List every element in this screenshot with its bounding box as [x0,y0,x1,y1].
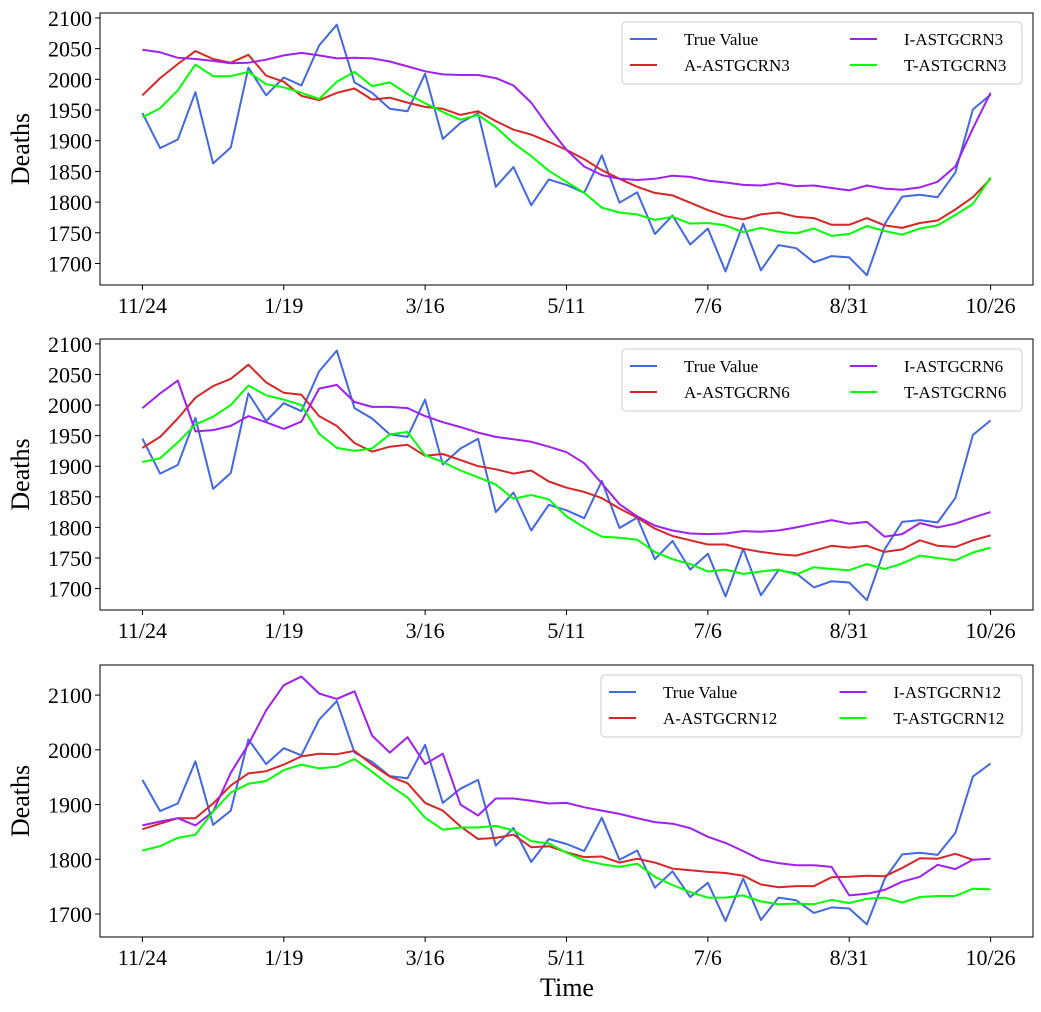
y-tick-label: 1900 [48,793,92,818]
y-tick-label: 1850 [48,159,92,184]
legend: True Value A-ASTGCRN12 I-ASTGCRN12 T-ASTGCR… [600,674,1023,738]
x-tick-label: 8/31 [830,945,869,970]
x-tick-label: 1/19 [264,293,303,318]
series-line-1 [141,349,992,602]
legend-box [621,348,1023,412]
y-tick-label: 2050 [48,37,92,62]
y-tick-label: 1850 [48,485,92,510]
x-tick-label: 10/26 [966,618,1016,643]
y-tick-label: 1800 [48,515,92,540]
y-tick-label: 2000 [48,67,92,92]
x-tick-label: 7/6 [694,293,722,318]
legend-label: True Value [684,30,758,49]
y-tick-label: 2100 [48,6,92,31]
series-line-1 [141,23,992,277]
series-line-4 [142,758,991,906]
x-tick-label: 11/24 [118,618,167,643]
legend-box [600,674,1023,738]
x-tick-label: 8/31 [830,293,869,318]
series-line-3 [141,379,991,538]
y-tick-label: 1750 [48,546,92,571]
y-tick-label: 2100 [48,683,92,708]
x-tick-label: 8/31 [830,618,869,643]
y-tick-label: 1950 [48,424,92,449]
x-tick-label: 3/16 [406,945,445,970]
chart-panel-3: 1700 1800 1900 2000 2100 11/24 1/19 3/16 5/11 7/6… [6,664,1034,970]
y-tick-label: 2050 [48,362,92,387]
x-tick-label: 1/19 [264,945,303,970]
y-tick-label: 1700 [48,902,92,927]
y-tick-label: 1900 [48,454,92,479]
series-line-3 [142,675,991,897]
legend: True Value A-ASTGCRN3 I-ASTGCRN3 T-ASTGCRN3 [621,21,1023,85]
x-tick-label: 5/11 [547,618,585,643]
y-axis-title: Deaths [6,113,35,185]
legend-label: A-ASTGCRN6 [684,383,790,402]
legend-label: A-ASTGCRN3 [684,56,790,75]
y-tick-label: 1700 [48,577,92,602]
x-tick-label: 11/24 [118,945,167,970]
y-tick-label: 1950 [48,98,92,123]
y-tick-label: 2100 [48,332,92,357]
x-tick-label: 10/26 [966,293,1016,318]
x-axis-title: Time [540,973,594,1002]
x-tick-label: 11/24 [118,293,167,318]
legend-label: T-ASTGCRN12 [894,709,1005,728]
y-tick-label: 1800 [48,190,92,215]
y-tick-label: 1900 [48,129,92,154]
series-line-2 [141,363,991,557]
legend-label: T-ASTGCRN3 [904,56,1006,75]
legend: True Value A-ASTGCRN6 I-ASTGCRN6 T-ASTGCRN6 [621,348,1023,412]
x-tick-label: 5/11 [547,945,585,970]
x-tick-label: 1/19 [264,618,303,643]
legend-box [621,21,1023,85]
legend-label: I-ASTGCRN6 [904,357,1003,376]
chart-panel-2: 1700 1750 1800 1850 1900 1950 2000 2050 2100 11/2… [6,332,1034,643]
legend-label: I-ASTGCRN3 [904,30,1003,49]
series-line-4 [142,384,991,576]
series-line-2 [142,749,974,889]
y-axis-title: Deaths [6,438,35,510]
x-tick-label: 5/11 [547,293,585,318]
y-tick-label: 2000 [48,738,92,763]
y-tick-label: 2000 [48,393,92,418]
series-line-3 [142,48,992,192]
y-tick-label: 1700 [48,252,92,277]
legend-label: T-ASTGCRN6 [904,383,1006,402]
legend-label: A-ASTGCRN12 [663,709,777,728]
x-tick-label: 7/6 [694,945,722,970]
series-line-4 [141,63,992,237]
legend-label: True Value [663,683,737,702]
series-line-1 [141,700,992,926]
chart-panel-1: 1700 1750 1800 1850 1900 1950 2000 2050 2100 11/2… [6,6,1034,318]
legend-label: True Value [684,357,758,376]
legend-label: I-ASTGCRN12 [894,683,1002,702]
x-tick-label: 10/26 [966,945,1016,970]
y-tick-label: 1800 [48,847,92,872]
x-tick-label: 3/16 [406,618,445,643]
y-tick-label: 1750 [48,221,92,246]
x-tick-label: 7/6 [694,618,722,643]
y-axis-title: Deaths [6,765,35,837]
x-tick-label: 3/16 [406,293,445,318]
